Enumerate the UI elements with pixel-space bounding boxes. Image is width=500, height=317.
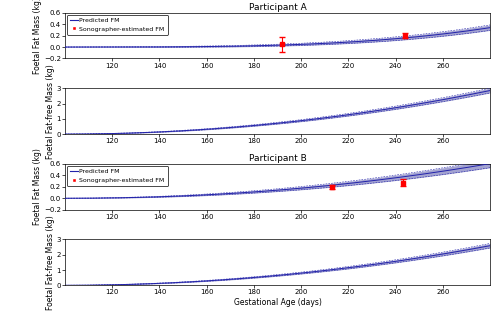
Y-axis label: Foetal Fat-free Mass (kg): Foetal Fat-free Mass (kg) xyxy=(46,215,55,310)
Y-axis label: Foetal Fat Mass (kg): Foetal Fat Mass (kg) xyxy=(34,0,42,74)
Legend: Predicted FM, Sonographer-estimated FM: Predicted FM, Sonographer-estimated FM xyxy=(67,15,168,35)
Title: Participant B: Participant B xyxy=(248,154,306,163)
Y-axis label: Foetal Fat Mass (kg): Foetal Fat Mass (kg) xyxy=(34,148,42,225)
Y-axis label: Foetal Fat-free Mass (kg): Foetal Fat-free Mass (kg) xyxy=(46,64,55,158)
Legend: Predicted FM, Sonographer-estimated FM: Predicted FM, Sonographer-estimated FM xyxy=(67,166,168,186)
Title: Participant A: Participant A xyxy=(248,3,306,12)
X-axis label: Gestational Age (days): Gestational Age (days) xyxy=(234,298,322,307)
